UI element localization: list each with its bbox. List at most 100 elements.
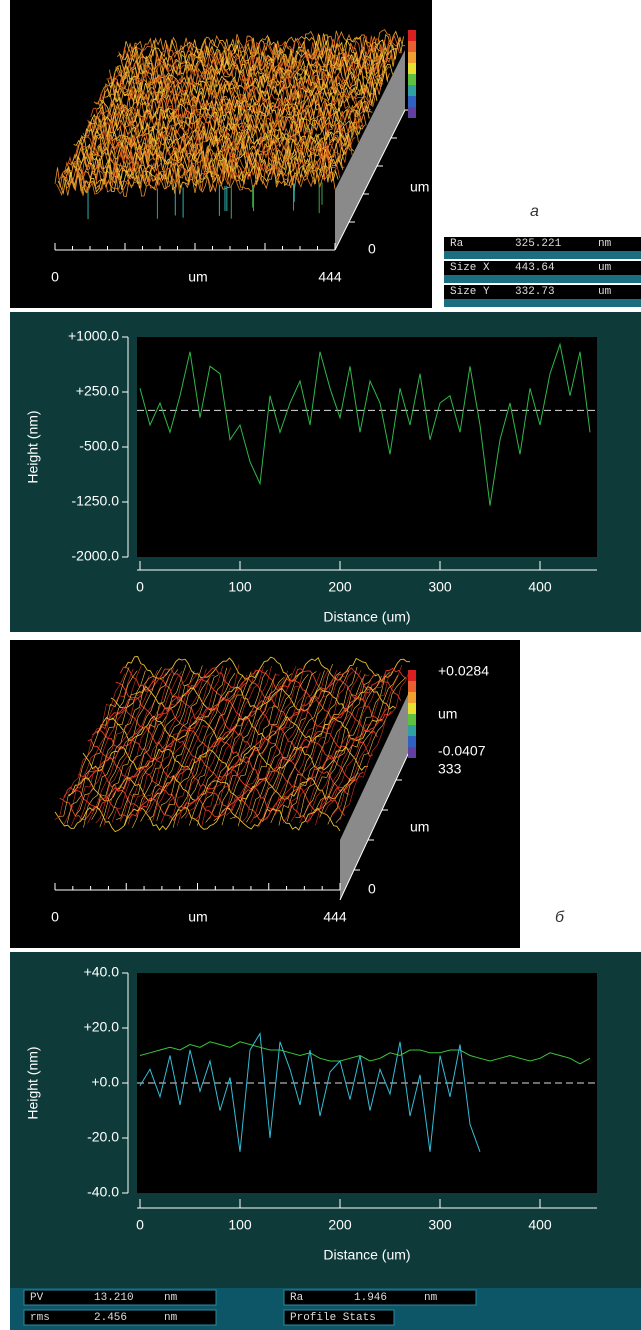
colorbar xyxy=(408,747,416,758)
scale-max: +0.0284 xyxy=(438,663,489,679)
stats-name: rms xyxy=(30,1312,50,1324)
stats-value: 13.210 xyxy=(94,1292,134,1304)
surface-line xyxy=(185,669,256,819)
surface-line xyxy=(60,151,342,188)
scale-unit: um xyxy=(438,706,457,722)
surface-line xyxy=(335,677,407,823)
x-axis-label: Distance (um) xyxy=(323,609,410,625)
y-axis-label: Height (nm) xyxy=(25,1046,41,1119)
surface-line xyxy=(107,62,389,95)
surface-line xyxy=(93,91,375,120)
colorbar xyxy=(408,85,416,96)
x-start: 0 xyxy=(51,909,59,925)
profile-line xyxy=(139,342,591,506)
x-tick-label: 300 xyxy=(428,579,452,595)
stats-value: 1.946 xyxy=(354,1292,387,1304)
stats-row xyxy=(444,285,641,299)
stats-name: Size X xyxy=(450,262,490,274)
surface-line xyxy=(201,665,272,828)
surface-line xyxy=(86,107,367,138)
surface-line xyxy=(274,676,345,816)
y-tick-label: +250.0 xyxy=(76,383,119,399)
stats-name: Ra xyxy=(290,1292,304,1304)
surface-line xyxy=(262,663,333,823)
surface-line xyxy=(237,674,309,827)
scale-min: -2.3985 xyxy=(438,103,486,119)
colorbar xyxy=(408,681,416,692)
surface-line xyxy=(225,666,297,816)
x-tick-label: 400 xyxy=(528,579,552,595)
surface-line xyxy=(295,673,366,819)
scale-max: +1.5350 xyxy=(438,23,489,39)
depth-unit: um xyxy=(410,179,429,195)
surface-line xyxy=(66,670,138,824)
surface-line xyxy=(119,670,191,822)
surface-line xyxy=(311,676,382,815)
surface-line xyxy=(168,664,240,819)
surface-line xyxy=(123,671,195,826)
depth-unit: um xyxy=(410,819,429,835)
y-tick-label: +40.0 xyxy=(84,964,120,980)
axis xyxy=(339,749,411,901)
plot-area xyxy=(137,337,597,557)
y-tick-label: +1000.0 xyxy=(68,328,119,344)
surface-line xyxy=(266,670,337,820)
surface-line xyxy=(327,674,399,825)
surface-line xyxy=(83,675,154,828)
profile-stats-button[interactable] xyxy=(283,1309,395,1326)
y-tick-label: +0.0 xyxy=(91,1074,119,1090)
surface-line xyxy=(62,153,344,184)
profile-line xyxy=(139,1031,481,1152)
x-unit: um xyxy=(188,269,207,285)
surface-line xyxy=(282,671,354,824)
surface-line xyxy=(307,672,378,824)
colorbar xyxy=(408,107,416,118)
x-end: 444 xyxy=(318,269,342,285)
colorbar xyxy=(408,41,416,52)
scale-unit: um xyxy=(438,66,457,82)
y-tick-label: -2000.0 xyxy=(72,548,120,564)
surface-line xyxy=(234,665,305,819)
colorbar xyxy=(408,703,416,714)
surface-line xyxy=(115,664,187,820)
depth-size: 333 xyxy=(438,761,462,777)
colorbar xyxy=(408,30,416,41)
stats-box xyxy=(23,1289,217,1306)
surface-line xyxy=(213,677,284,822)
colorbar xyxy=(408,714,416,725)
surface-line xyxy=(299,674,370,824)
surface-line xyxy=(79,674,150,822)
x-tick-label: 100 xyxy=(228,1217,252,1233)
stats-unit: nm xyxy=(424,1292,438,1304)
surface-line xyxy=(99,673,171,828)
surface-line xyxy=(172,674,244,828)
surface-line xyxy=(87,737,373,763)
surface-line xyxy=(111,671,183,823)
surface-line xyxy=(140,675,211,822)
colorbar xyxy=(408,725,416,736)
surface-line xyxy=(59,796,346,823)
stats-value: 332.73 xyxy=(515,286,555,298)
stats-value: 443.64 xyxy=(515,262,555,274)
plot-area xyxy=(137,973,597,1193)
side-wall xyxy=(335,50,405,250)
surface-line xyxy=(78,755,364,783)
y-tick-label: -40.0 xyxy=(87,1184,119,1200)
colorbar xyxy=(408,74,416,85)
x-axis-label: Distance (um) xyxy=(323,1247,410,1263)
surface-line xyxy=(79,118,361,151)
colorbar xyxy=(408,96,416,107)
surface-line xyxy=(180,671,252,819)
surface-line xyxy=(278,670,350,826)
x-tick-label: 100 xyxy=(228,579,252,595)
surface-line xyxy=(144,674,215,815)
surface-line xyxy=(98,82,379,113)
panel-label: б xyxy=(555,909,565,926)
stats-sep xyxy=(444,275,641,283)
y-tick-label: -500.0 xyxy=(79,438,119,454)
surface-line xyxy=(87,669,158,824)
axis xyxy=(334,109,406,251)
profile-stats-button-label[interactable]: Profile Stats xyxy=(290,1312,376,1324)
surface-line xyxy=(221,673,293,826)
surface-line xyxy=(92,726,378,752)
